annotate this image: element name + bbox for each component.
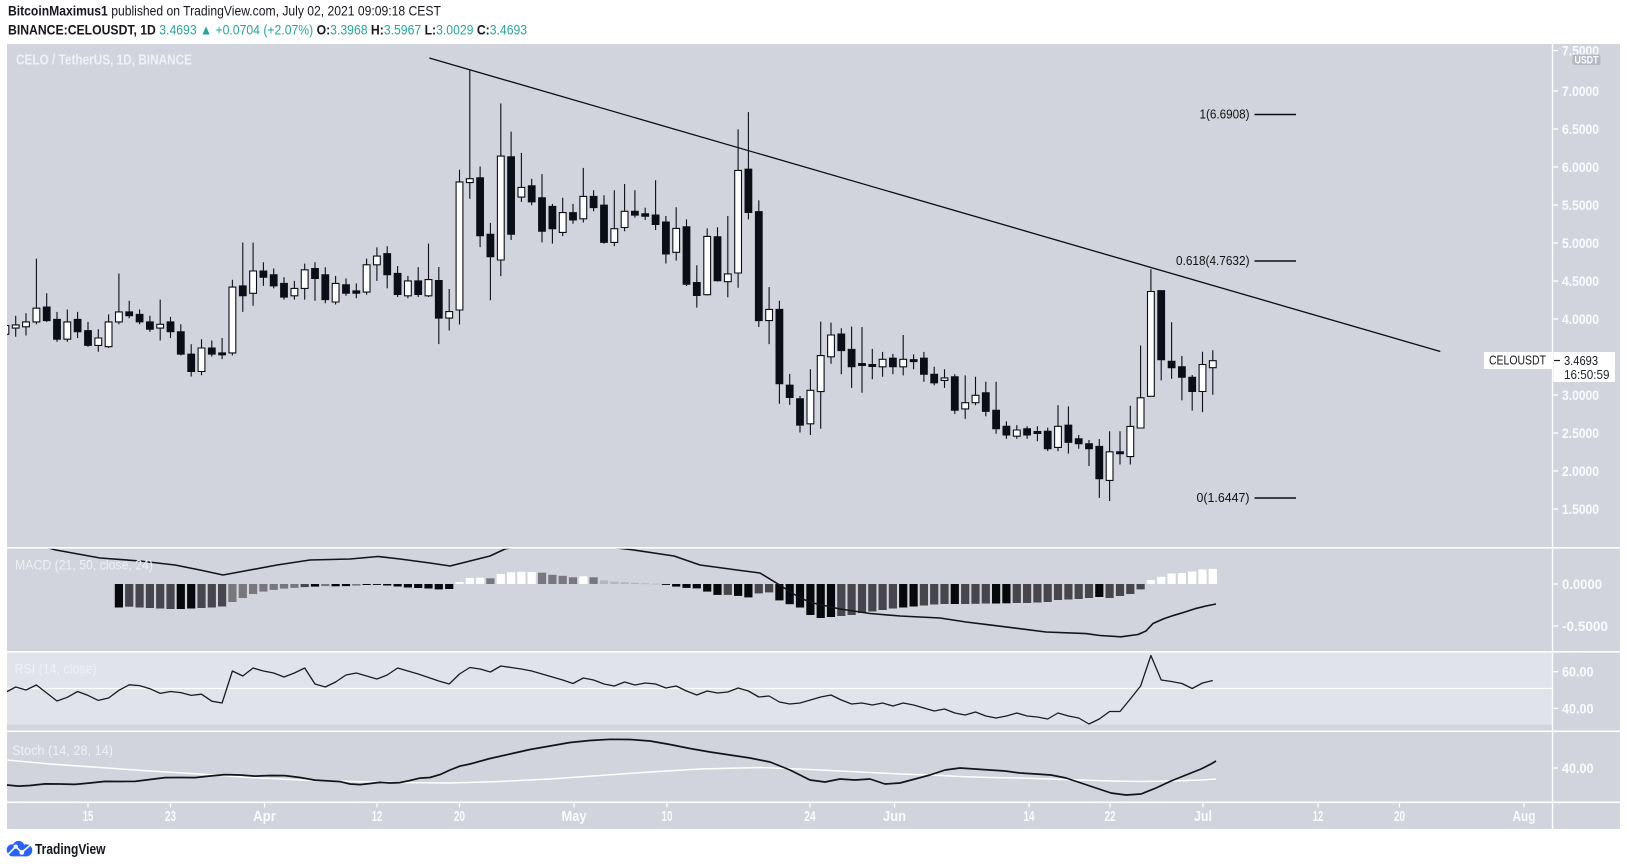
svg-text:-0.5000: -0.5000 (1562, 619, 1608, 634)
svg-text:CELO / TetherUS, 1D, BINANCE: CELO / TetherUS, 1D, BINANCE (16, 53, 192, 69)
svg-text:Jul: Jul (1194, 809, 1212, 825)
svg-text:3.0000: 3.0000 (1562, 388, 1599, 403)
svg-text:Jun: Jun (883, 809, 906, 825)
svg-text:MACD (21, 50, close, 24): MACD (21, 50, close, 24) (15, 558, 153, 573)
svg-text:7.0000: 7.0000 (1562, 84, 1599, 99)
svg-text:BitcoinMaximus1 published on T: BitcoinMaximus1 published on TradingView… (8, 3, 441, 19)
svg-text:22: 22 (1105, 809, 1116, 825)
svg-text:23: 23 (165, 809, 176, 825)
svg-text:24: 24 (804, 809, 816, 825)
svg-text:RSI (14, close): RSI (14, close) (15, 661, 97, 676)
svg-text:BINANCE:CELOUSDT, 1D 3.4693 ▲: BINANCE:CELOUSDT, 1D 3.4693 ▲ +0.0704 (+… (8, 22, 527, 38)
svg-text:12: 12 (372, 809, 383, 825)
svg-text:40.00: 40.00 (1562, 761, 1594, 776)
svg-text:0.0000: 0.0000 (1562, 577, 1602, 592)
svg-text:Aug: Aug (1513, 809, 1536, 825)
svg-text:12: 12 (1313, 809, 1324, 825)
svg-text:16:50:59: 16:50:59 (1564, 368, 1610, 382)
svg-text:0(1.6447): 0(1.6447) (1197, 491, 1250, 505)
svg-text:14: 14 (1024, 809, 1035, 825)
svg-text:20: 20 (454, 809, 465, 825)
svg-text:6.0000: 6.0000 (1562, 160, 1599, 175)
svg-text:40.00: 40.00 (1562, 701, 1594, 716)
svg-text:5.0000: 5.0000 (1562, 236, 1599, 251)
svg-text:Stoch (14, 28, 14): Stoch (14, 28, 14) (12, 743, 113, 758)
svg-text:May: May (562, 809, 587, 825)
svg-text:2.5000: 2.5000 (1562, 426, 1599, 441)
svg-text:Apr: Apr (253, 809, 276, 825)
svg-text:4.5000: 4.5000 (1562, 274, 1599, 289)
svg-text:2.0000: 2.0000 (1562, 464, 1599, 479)
svg-text:TradingView: TradingView (35, 842, 106, 858)
svg-text:0.618(4.7632): 0.618(4.7632) (1176, 254, 1250, 268)
svg-text:20: 20 (1394, 809, 1405, 825)
svg-text:6.5000: 6.5000 (1562, 122, 1599, 137)
svg-text:60.00: 60.00 (1562, 665, 1594, 680)
svg-text:1.5000: 1.5000 (1562, 502, 1599, 517)
svg-text:10: 10 (662, 809, 673, 825)
svg-text:1(6.6908): 1(6.6908) (1200, 108, 1250, 122)
svg-text:15: 15 (83, 809, 94, 825)
svg-text:CELOUSDT: CELOUSDT (1489, 354, 1546, 368)
svg-text:USDT: USDT (1575, 54, 1599, 66)
svg-text:4.0000: 4.0000 (1562, 312, 1599, 327)
svg-text:5.5000: 5.5000 (1562, 198, 1599, 213)
svg-text:3.4693: 3.4693 (1564, 354, 1598, 368)
